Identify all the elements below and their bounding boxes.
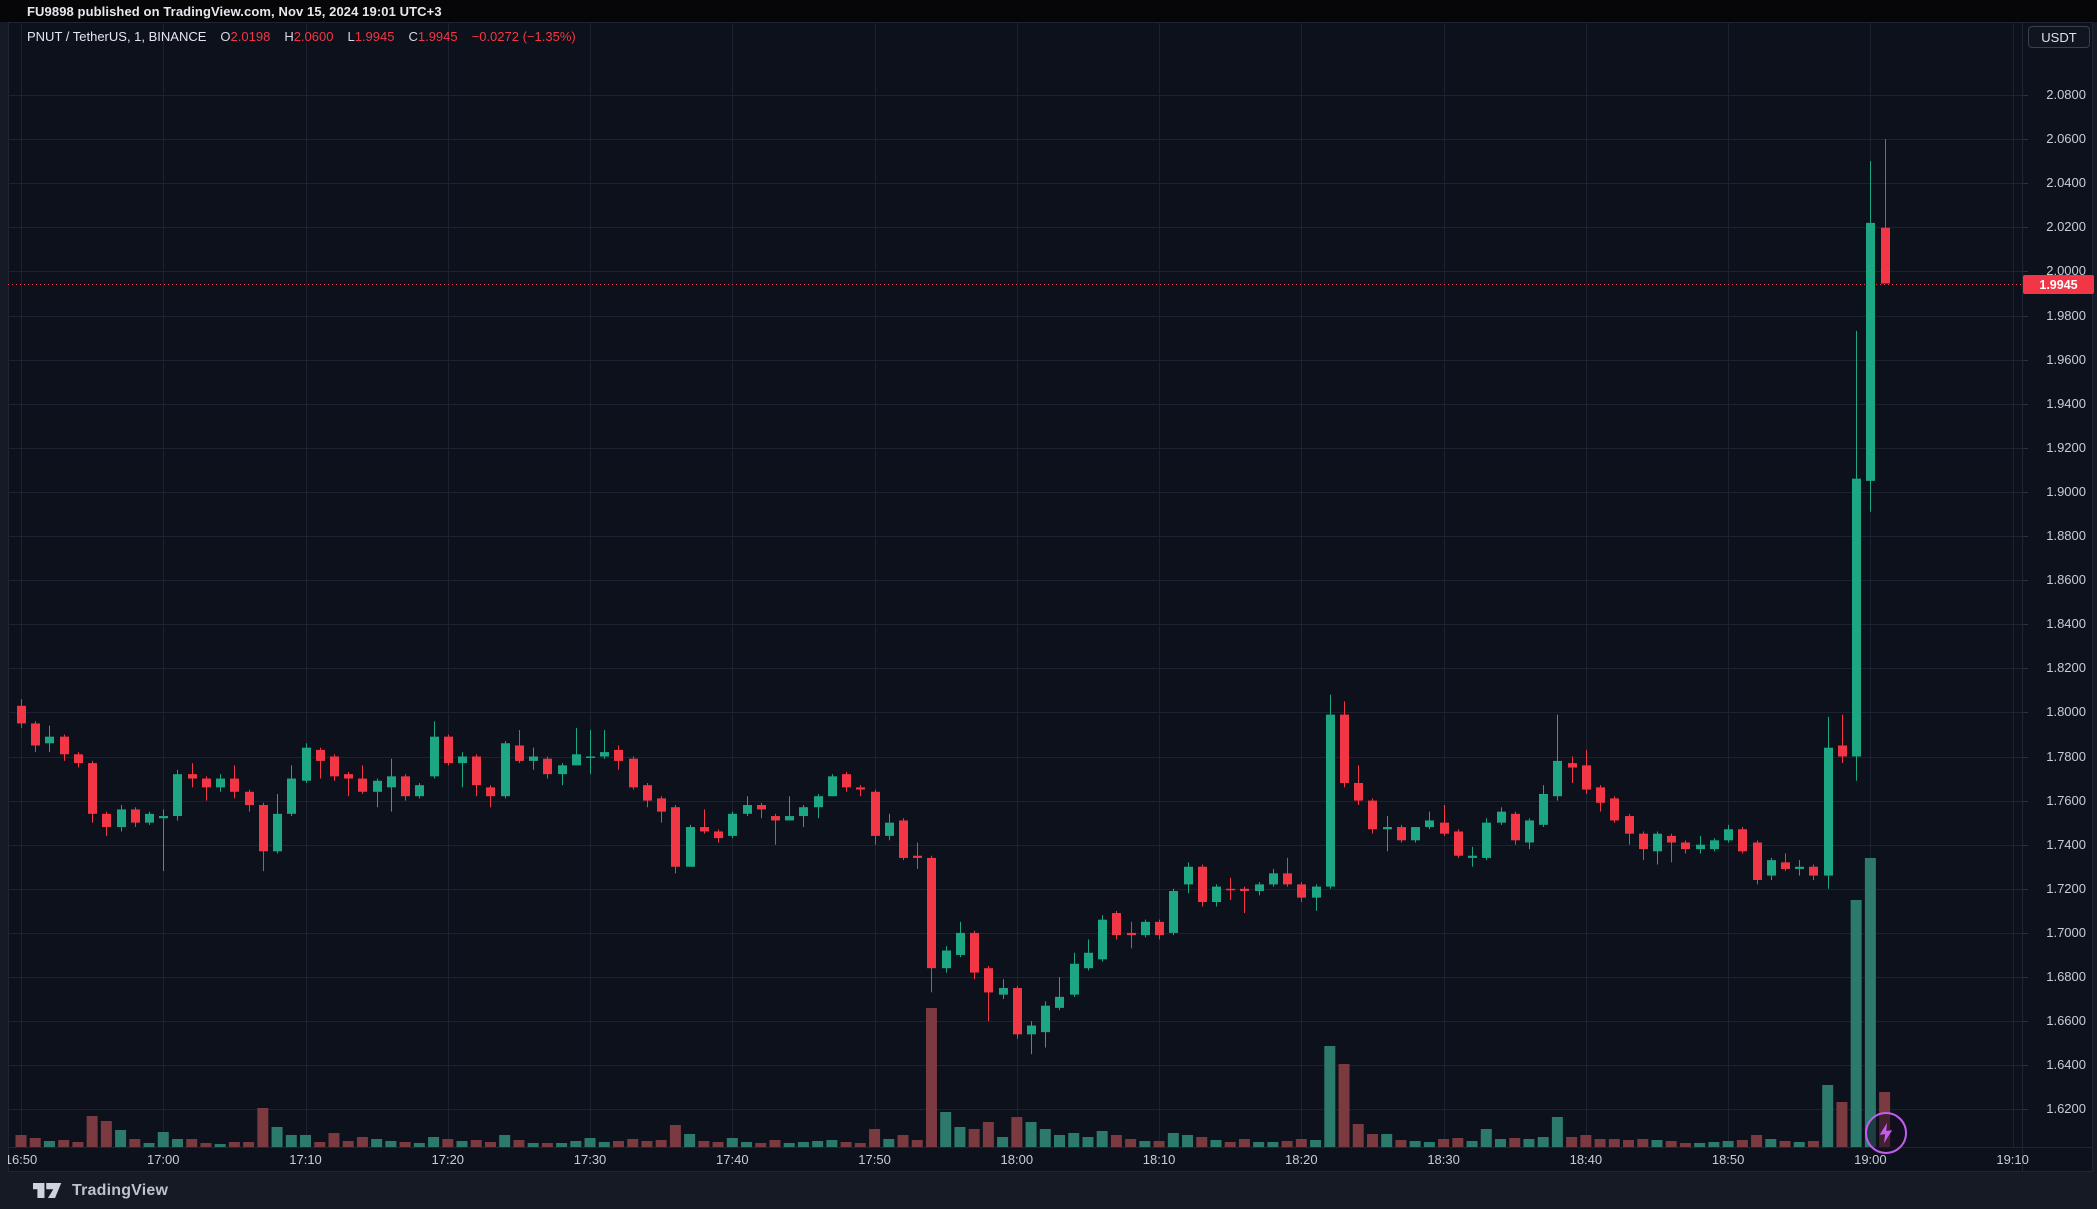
price-axis-separator: [2022, 22, 2023, 1172]
price-axis-label: 1.7600: [2046, 792, 2086, 808]
ohlc-label: C: [408, 29, 418, 44]
price-axis-label: 1.9200: [2046, 439, 2086, 455]
currency-toggle-button[interactable]: USDT: [2028, 26, 2090, 48]
price-axis-label: 1.6800: [2046, 969, 2086, 984]
price-axis-label: 2.0200: [2046, 219, 2086, 235]
ohlc-value: 1.9945: [354, 29, 395, 44]
flash-button[interactable]: [1865, 1112, 1907, 1154]
chart-pane[interactable]: [8, 22, 2093, 1172]
price-axis-label: 1.6400: [2046, 1057, 2086, 1073]
price-axis-label: 1.9600: [2046, 351, 2086, 367]
time-axis-label: 17:00: [146, 1152, 180, 1167]
footer-bar: TradingView: [0, 1173, 2097, 1209]
time-axis-separator: [8, 1147, 2093, 1148]
price-axis-label: 1.7200: [2046, 880, 2086, 896]
chart-legend: PNUT / TetherUS, 1, BINANCE O2.0198 H2.060…: [27, 29, 576, 44]
price-axis-label: 2.0400: [2046, 175, 2086, 191]
ohlc-label: H: [284, 29, 294, 44]
price-axis-label: 1.9000: [2046, 483, 2086, 499]
ohlc-item: O2.0198: [220, 29, 270, 44]
price-axis-label: 1.8400: [2046, 616, 2086, 632]
time-axis-label: 17:30: [573, 1152, 607, 1167]
price-axis-label: 1.7000: [2046, 924, 2086, 940]
tradingview-logo-icon[interactable]: [33, 1182, 63, 1200]
ohlc-label: L: [347, 29, 355, 44]
time-axis-label: 17:10: [289, 1152, 322, 1167]
time-axis-label: 18:10: [1142, 1152, 1176, 1167]
time-axis-label: 18:20: [1285, 1152, 1318, 1167]
time-axis-label: 17:20: [431, 1152, 465, 1167]
price-axis-label: 2.0800: [2046, 87, 2086, 102]
price-axis-label: 1.9400: [2046, 395, 2086, 411]
time-axis-label: 17:50: [858, 1152, 891, 1167]
time-axis-label: 17:40: [716, 1152, 749, 1167]
price-axis-label: 1.9800: [2046, 307, 2086, 323]
price-axis-label: 2.0000: [2046, 263, 2086, 279]
tradingview-brand-link[interactable]: TradingView: [72, 1182, 169, 1199]
publish-info-text: FU9898 published on TradingView.com, Nov…: [27, 3, 442, 19]
time-axis-label: 18:40: [1569, 1152, 1603, 1167]
time-axis-label: 19:00: [1854, 1152, 1887, 1167]
last-price-badge: 1.9945: [2023, 275, 2094, 294]
time-axis-label: 19:10: [1996, 1152, 2029, 1167]
ohlc-item: H2.0600: [284, 29, 333, 44]
lightning-bolt-icon: [1877, 1122, 1895, 1144]
time-axis-label: 18:00: [1000, 1152, 1034, 1167]
ohlc-item: C1.9945: [408, 29, 457, 44]
publish-info-bar: FU9898 published on TradingView.com, Nov…: [0, 0, 2097, 22]
ohlc-value: 1.9945: [417, 29, 458, 44]
ohlc-value: 2.0198: [230, 29, 271, 44]
time-axis-label: 18:30: [1427, 1152, 1460, 1167]
price-axis-label: 1.8000: [2046, 704, 2086, 720]
ohlc-value: 2.0600: [293, 29, 334, 44]
price-axis-label: 2.0600: [2046, 131, 2086, 147]
time-axis-label: 18:50: [1711, 1152, 1745, 1167]
price-axis-label: 1.6200: [2046, 1101, 2086, 1117]
price-axis-label: 1.8600: [2046, 572, 2086, 588]
time-axis[interactable]: 16:50 17:00 17:10 17:20 17:30 17:40 17:50 18:00…: [8, 1148, 2094, 1172]
ohlc-item: L1.9945: [347, 29, 394, 44]
change-value: −0.0272 (−1.35%): [471, 29, 576, 44]
price-axis-label: 1.8200: [2046, 660, 2086, 676]
price-axis-label: 1.6600: [2046, 1013, 2086, 1029]
price-axis-label: 1.8800: [2046, 528, 2086, 543]
price-axis-label: 1.7400: [2046, 836, 2086, 852]
symbol-title[interactable]: PNUT / TetherUS, 1, BINANCE: [27, 29, 207, 44]
price-axis-label: 1.7800: [2046, 748, 2086, 764]
price-axis[interactable]: 2.0800 2.0600 2.0400 2.0200 2.0000 1.9800 1.96…: [2023, 22, 2094, 1147]
time-axis-label: 16:50: [8, 1152, 38, 1167]
ohlc-label: O: [220, 29, 231, 44]
